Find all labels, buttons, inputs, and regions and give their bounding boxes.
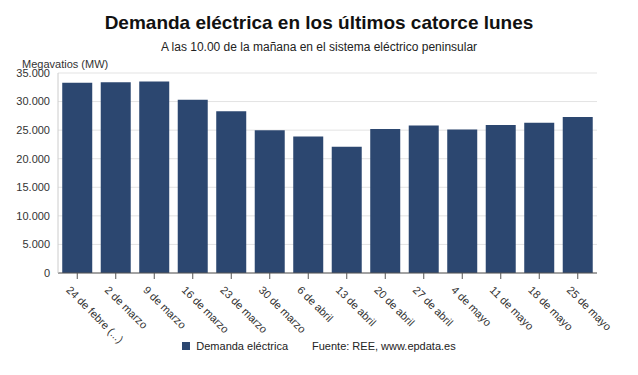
svg-text:0: 0 [44, 267, 50, 279]
svg-text:6 de abril: 6 de abril [295, 284, 335, 324]
html-text:Demanda eléctrica: Demanda eléctrica [196, 340, 288, 352]
svg-text:15.000: 15.000 [16, 181, 50, 193]
svg-text:2 de marzo: 2 de marzo [102, 283, 151, 331]
svg-text:30 de marzo: 30 de marzo [256, 283, 309, 336]
svg-text:20 de abril: 20 de abril [372, 284, 417, 329]
svg-text:11 de mayo: 11 de mayo [487, 283, 537, 333]
html-text:A las 10.00 de la mañana en el: A las 10.00 de la mañana en el sistema e… [160, 40, 478, 54]
svg-text:10.000: 10.000 [16, 210, 50, 222]
svg-text:20.000: 20.000 [16, 153, 50, 165]
svg-text:9 de marzo: 9 de marzo [141, 283, 189, 331]
svg-text:18 de mayo: 18 de mayo [526, 283, 576, 333]
svg-text:25 de mayo: 25 de mayo [565, 284, 614, 333]
html-text:Demanda eléctrica en los últim: Demanda eléctrica en los últimos catorce… [104, 12, 534, 33]
svg-text:16 de marzo: 16 de marzo [179, 283, 232, 336]
svg-text:23 de marzo: 23 de marzo [218, 283, 270, 336]
svg-text:24 de febre (...): 24 de febre (...) [64, 283, 126, 346]
svg-text:5.000: 5.000 [22, 238, 50, 250]
svg-text:30.000: 30.000 [16, 95, 50, 107]
svg-text:4 de mayo: 4 de mayo [449, 284, 494, 329]
svg-text:35.000: 35.000 [16, 67, 50, 79]
svg-text:13 de abril: 13 de abril [334, 284, 379, 329]
svg-text:25.000: 25.000 [16, 124, 50, 136]
html-text:Megavatios (MW): Megavatios (MW) [22, 58, 109, 70]
html-text:Fuente: REE, www.epdata.es: Fuente: REE, www.epdata.es [312, 340, 456, 352]
svg-text:27 de abril: 27 de abril [411, 284, 456, 329]
